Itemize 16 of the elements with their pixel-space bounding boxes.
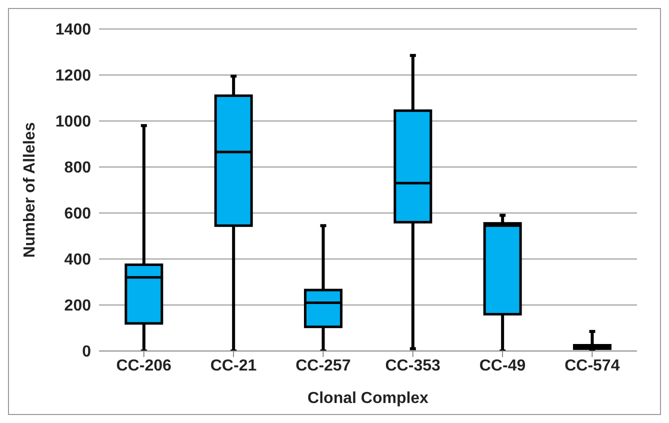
x-tick-label: CC-574 [564,357,620,374]
y-tick-label: 1200 [55,68,92,85]
x-tick-label: CC-49 [479,357,526,374]
y-tick-label: 400 [64,252,92,269]
x-tick-label: CC-206 [116,357,172,374]
y-axis-title: Number of Alleles [22,122,39,258]
y-tick-label: 1000 [55,114,92,131]
y-tick-label: 600 [64,206,92,223]
y-tick-label: 200 [64,298,92,315]
y-tick-label: 800 [64,160,92,177]
x-axis-title: Clonal Complex [308,390,429,407]
y-tick-label: 0 [82,344,92,361]
x-tick-label: CC-21 [210,357,257,374]
y-tick-label: 1400 [55,22,92,39]
x-tick-label: CC-353 [385,357,440,374]
x-tick-label: CC-257 [296,357,351,374]
